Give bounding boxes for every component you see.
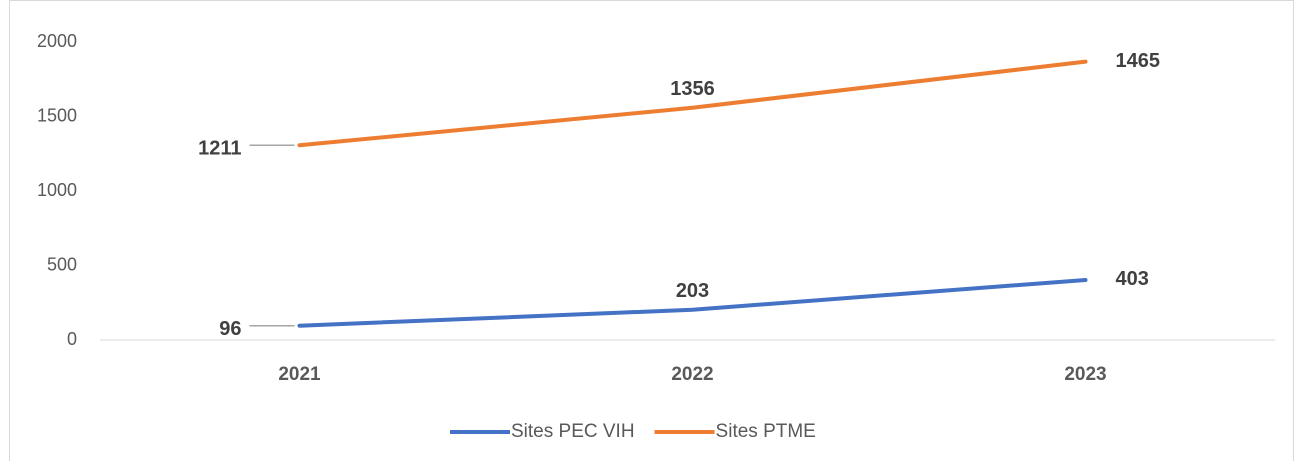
- y-tick-label: 0: [67, 329, 77, 349]
- series-line: [297, 277, 1088, 328]
- chart-border: [9, 0, 1294, 461]
- data-label: 96: [219, 318, 241, 340]
- data-label: 203: [676, 280, 709, 302]
- legend-label: Sites PTME: [716, 421, 816, 442]
- x-tick-label: 2022: [671, 364, 713, 385]
- y-tick-label: 500: [47, 254, 77, 274]
- y-tick-label: 1500: [37, 105, 77, 125]
- y-tick-label: 2000: [37, 31, 77, 51]
- legend-label: Sites PEC VIH: [511, 421, 635, 442]
- data-label: 1465: [1116, 50, 1161, 72]
- x-tick-label: 2023: [1064, 364, 1106, 385]
- series-line: [297, 59, 1088, 148]
- y-tick-label: 1000: [37, 180, 77, 200]
- x-tick-label: 2021: [278, 364, 321, 385]
- data-label: 1211: [198, 138, 241, 160]
- data-label: 1356: [670, 78, 715, 100]
- data-label: 403: [1116, 268, 1149, 290]
